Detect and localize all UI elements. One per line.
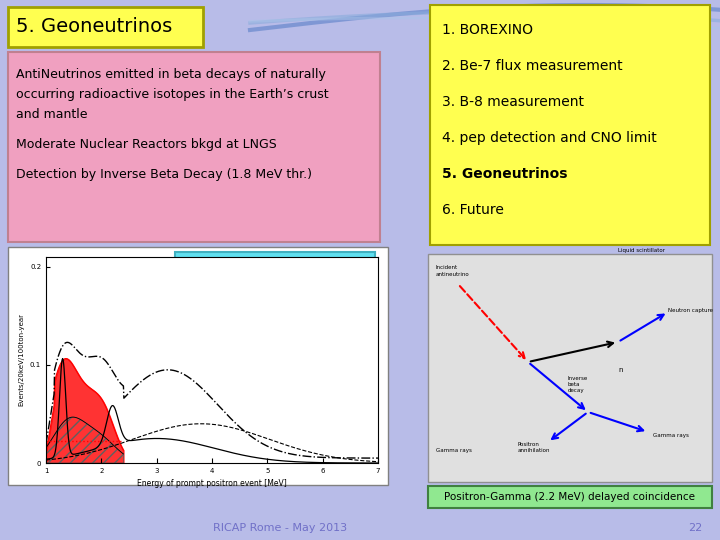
Text: Gamma rays: Gamma rays (653, 433, 689, 438)
Text: antineutrino: antineutrino (436, 272, 469, 277)
Text: 6. Future: 6. Future (442, 203, 504, 217)
Text: RICAP Rome - May 2013: RICAP Rome - May 2013 (213, 523, 347, 533)
Text: n: n (618, 367, 623, 373)
Text: Neutron capture: Neutron capture (668, 308, 713, 313)
Y-axis label: Events/20keV/100ton-year: Events/20keV/100ton-year (18, 314, 24, 407)
Bar (8, 247, 388, 485)
Bar (428, 486, 712, 508)
Bar (175, 252, 375, 300)
Text: Geo-nu: Geo-nu (191, 359, 219, 368)
Text: and mantle: and mantle (16, 108, 88, 121)
Text: occurring radioactive isotopes in the Earth’s crust: occurring radioactive isotopes in the Ea… (16, 88, 328, 101)
Bar (120, 324, 295, 342)
Text: 3. B-8 measurement: 3. B-8 measurement (442, 95, 584, 109)
X-axis label: Energy of prompt positron event [MeV]: Energy of prompt positron event [MeV] (137, 480, 287, 488)
Text: Inverse
beta
decay: Inverse beta decay (568, 376, 588, 393)
Text: 2. Be-7 flux measurement: 2. Be-7 flux measurement (442, 59, 623, 73)
Text: Incident: Incident (436, 265, 458, 270)
Text: 5. Geoneutrinos: 5. Geoneutrinos (442, 167, 567, 181)
Text: Positron-Gamma (2.2 MeV) delayed coincidence: Positron-Gamma (2.2 MeV) delayed coincid… (444, 492, 696, 502)
Text: $\bar{\nu}_e + p \rightarrow n + e^+$: $\bar{\nu}_e + p \rightarrow n + e^+$ (203, 264, 347, 289)
Text: 4. pep detection and CNO limit: 4. pep detection and CNO limit (442, 131, 657, 145)
Bar (8, 52, 380, 242)
Text: AntiNeutrinos emitted in beta decays of naturally: AntiNeutrinos emitted in beta decays of … (16, 68, 326, 81)
Bar (8, 7, 203, 47)
Text: Liquid scintillator: Liquid scintillator (618, 248, 665, 253)
Text: Geo-nu and nuclear reactor nu: Geo-nu and nuclear reactor nu (148, 328, 266, 338)
Bar (175, 354, 235, 372)
Text: Gamma rays: Gamma rays (436, 448, 472, 453)
Text: Moderate Nuclear Reactors bkgd at LNGS: Moderate Nuclear Reactors bkgd at LNGS (16, 138, 276, 151)
Bar (430, 5, 710, 245)
Text: 5. Geoneutrinos: 5. Geoneutrinos (16, 17, 172, 37)
Bar (428, 254, 712, 482)
Text: Positron
annihilation: Positron annihilation (518, 442, 551, 453)
Text: 22: 22 (688, 523, 702, 533)
Text: Detection by Inverse Beta Decay (1.8 MeV thr.): Detection by Inverse Beta Decay (1.8 MeV… (16, 168, 312, 181)
Text: 1. BOREXINO: 1. BOREXINO (442, 23, 533, 37)
